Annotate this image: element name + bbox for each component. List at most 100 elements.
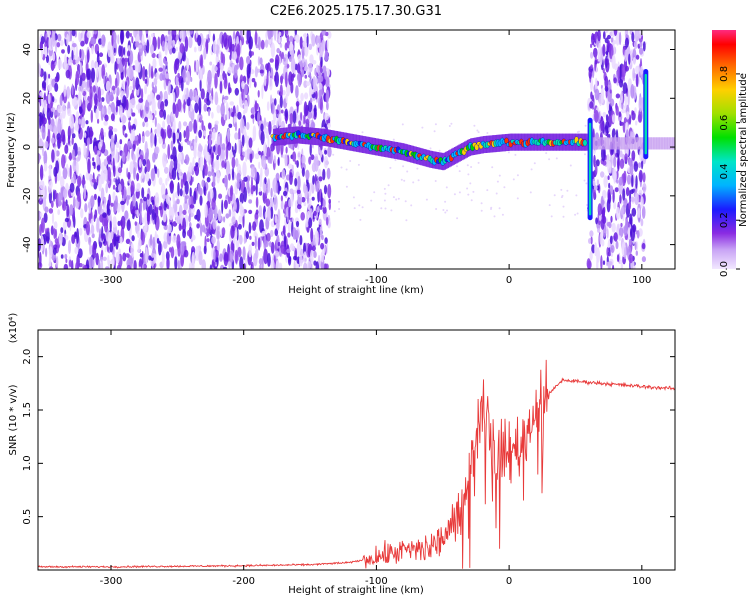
noise-blob [115, 148, 119, 164]
noise-blob [231, 216, 236, 225]
noise-blob [212, 160, 215, 170]
noise-blob [182, 217, 187, 234]
noise-blob [239, 56, 244, 71]
trace-band [594, 137, 597, 150]
noise-blob [117, 167, 123, 174]
noise-blob [606, 228, 609, 239]
noise-blob [285, 71, 288, 88]
noise-dot [470, 199, 473, 202]
noise-dot [496, 180, 499, 183]
noise-blob [239, 234, 243, 245]
noise-blob [204, 203, 208, 218]
noise-blob [184, 154, 190, 166]
noise-blob [238, 127, 241, 143]
noise-blob [66, 204, 70, 218]
noise-blob [275, 182, 278, 194]
noise-blob [164, 99, 169, 107]
noise-dot [533, 162, 536, 165]
noise-blob [61, 201, 67, 212]
noise-dot [470, 166, 473, 168]
noise-blob [167, 30, 171, 35]
noise-blob [195, 245, 200, 261]
noise-blob [237, 111, 242, 120]
noise-blob [179, 131, 182, 143]
noise-dot [361, 206, 364, 209]
noise-blob [83, 132, 87, 139]
noise-blob [206, 238, 210, 243]
noise-blob [259, 57, 263, 65]
trace-band [592, 137, 595, 150]
noise-blob [207, 69, 212, 86]
noise-dot [584, 153, 586, 156]
noise-blob [58, 232, 63, 246]
noise-blob [211, 152, 214, 161]
noise-blob [228, 87, 232, 94]
y-tick-label: 1.5 [22, 402, 33, 418]
noise-blob [613, 156, 617, 168]
noise-blob [138, 133, 141, 144]
noise-dot [332, 153, 335, 156]
noise-blob [227, 142, 232, 151]
noise-blob [587, 260, 592, 269]
trace-band [598, 137, 601, 150]
noise-blob [184, 180, 189, 195]
noise-blob [594, 163, 598, 176]
noise-blob [72, 159, 77, 172]
noise-blob [81, 30, 85, 42]
noise-blob [138, 258, 143, 269]
noise-blob [154, 146, 160, 154]
noise-blob [116, 86, 120, 97]
noise-blob [103, 120, 108, 126]
noise-blob [150, 168, 156, 182]
noise-dot [338, 200, 340, 203]
spectrogram-ylabel: Frequency (Hz) [6, 112, 17, 188]
noise-blob [197, 34, 202, 47]
noise-blob [93, 30, 98, 35]
trace-band [668, 137, 672, 150]
noise-blob [257, 56, 261, 66]
noise-blob [186, 57, 190, 71]
noise-blob [61, 154, 66, 169]
colorbar-label: Normalized spectral amplitude [738, 73, 749, 227]
noise-blob [232, 238, 236, 244]
noise-blob [183, 249, 189, 258]
noise-blob [44, 185, 47, 200]
noise-blob [80, 208, 84, 219]
noise-blob [145, 30, 149, 34]
noise-blob [270, 187, 273, 198]
noise-blob [110, 202, 114, 207]
noise-blob [64, 253, 68, 260]
noise-blob [287, 232, 291, 238]
trace-band [649, 137, 652, 150]
noise-blob [223, 77, 228, 90]
noise-dot [390, 209, 393, 212]
noise-blob [91, 45, 94, 55]
noise-blob [264, 211, 268, 219]
trace-band [640, 137, 643, 150]
noise-blob [47, 84, 53, 92]
noise-blob [154, 85, 158, 94]
colorbar-tick-label: 0.8 [719, 66, 730, 82]
noise-blob [623, 117, 628, 124]
noise-blob [54, 82, 59, 92]
trace-band [624, 137, 627, 150]
noise-blob [95, 252, 99, 266]
noise-blob [177, 159, 181, 174]
noise-blob [186, 170, 191, 183]
noise-blob [250, 166, 255, 177]
noise-blob [632, 67, 636, 82]
noise-blob [261, 84, 264, 100]
noise-blob [147, 94, 152, 103]
noise-blob [76, 123, 79, 132]
noise-blob [214, 120, 219, 125]
noise-blob [55, 160, 59, 174]
noise-blob [244, 83, 248, 96]
x-tick-label: 100 [632, 576, 651, 587]
noise-blob [221, 160, 226, 168]
noise-dot [467, 173, 470, 176]
noise-blob [120, 215, 126, 230]
noise-blob [39, 251, 42, 267]
noise-blob [588, 238, 592, 244]
noise-blob [309, 73, 312, 78]
noise-blob [45, 247, 48, 258]
